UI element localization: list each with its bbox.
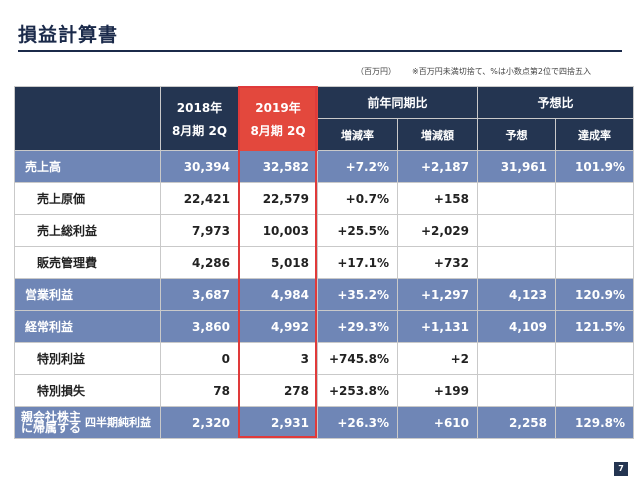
page-title: 損益計算書	[18, 24, 119, 46]
table-row: 営業利益 3,687 4,984 +35.2% +1,297 4,123 120…	[14, 278, 634, 311]
cell-forecast: 2,258	[477, 406, 556, 439]
cell-2019: 2,931	[238, 406, 318, 439]
cell-yoy-amount: +199	[397, 374, 478, 407]
cell-yoy-rate: +253.8%	[317, 374, 398, 407]
cell-achievement	[555, 374, 634, 407]
income-statement-table: 2018年 8月期 2Q 2019年 8月期 2Q 前年同期比 予想比 増減率 …	[14, 86, 634, 439]
cell-yoy-amount: +158	[397, 182, 478, 215]
cell-achievement: 101.9%	[555, 150, 634, 183]
row-label: 売上原価	[14, 182, 161, 215]
cell-2018: 4,286	[160, 246, 239, 279]
title-underline	[18, 50, 622, 52]
row-label: 特別損失	[14, 374, 161, 407]
table-row: 販売管理費 4,286 5,018 +17.1% +732	[14, 246, 634, 279]
cell-yoy-amount: +610	[397, 406, 478, 439]
cell-achievement	[555, 246, 634, 279]
header-forecast: 予想	[477, 118, 556, 151]
page-number: 7	[614, 462, 628, 476]
table-row: 特別損失 78 278 +253.8% +199	[14, 374, 634, 407]
cell-forecast: 4,123	[477, 278, 556, 311]
cell-achievement: 120.9%	[555, 278, 634, 311]
row-label: 経常利益	[14, 310, 161, 343]
cell-2019: 32,582	[238, 150, 318, 183]
cell-2019: 22,579	[238, 182, 318, 215]
row-label-prefix: 親会社株主 に帰属する	[21, 409, 82, 435]
cell-2018: 7,973	[160, 214, 239, 247]
header-forecast-group: 予想比	[477, 86, 634, 119]
cell-yoy-amount: +2	[397, 342, 478, 375]
cell-forecast	[477, 246, 556, 279]
row-label: 売上高	[14, 150, 161, 183]
table-row: 特別利益 0 3 +745.8% +2	[14, 342, 634, 375]
cell-forecast	[477, 182, 556, 215]
cell-yoy-amount: +1,131	[397, 310, 478, 343]
cell-2018: 30,394	[160, 150, 239, 183]
cell-2019: 3	[238, 342, 318, 375]
header-yoy-amount: 増減額	[397, 118, 478, 151]
cell-2018: 2,320	[160, 406, 239, 439]
cell-achievement	[555, 342, 634, 375]
row-label: 販売管理費	[14, 246, 161, 279]
cell-2019: 4,984	[238, 278, 318, 311]
cell-2019: 278	[238, 374, 318, 407]
cell-yoy-rate: +0.7%	[317, 182, 398, 215]
table-row: 売上原価 22,421 22,579 +0.7% +158	[14, 182, 634, 215]
table-row: 売上総利益 7,973 10,003 +25.5% +2,029	[14, 214, 634, 247]
cell-2019: 5,018	[238, 246, 318, 279]
cell-achievement: 129.8%	[555, 406, 634, 439]
unit-note: （百万円）	[356, 67, 396, 76]
cell-yoy-rate: +26.3%	[317, 406, 398, 439]
cell-forecast: 31,961	[477, 150, 556, 183]
cell-2019: 4,992	[238, 310, 318, 343]
table-header-row-2: 増減率 増減額 予想 達成率	[15, 118, 634, 151]
cell-forecast	[477, 342, 556, 375]
cell-yoy-amount: +2,029	[397, 214, 478, 247]
cell-forecast: 4,109	[477, 310, 556, 343]
row-label-main: 四半期純利益	[85, 416, 152, 429]
cell-2018: 3,860	[160, 310, 239, 343]
cell-yoy-rate: +745.8%	[317, 342, 398, 375]
cell-yoy-amount: +732	[397, 246, 478, 279]
cell-yoy-rate: +25.5%	[317, 214, 398, 247]
header-yoy-rate: 増減率	[317, 118, 398, 151]
cell-yoy-rate: +35.2%	[317, 278, 398, 311]
header-achievement: 達成率	[555, 118, 634, 151]
cell-2018: 22,421	[160, 182, 239, 215]
cell-yoy-rate: +17.1%	[317, 246, 398, 279]
cell-2019: 10,003	[238, 214, 318, 247]
row-label: 営業利益	[14, 278, 161, 311]
header-2018: 2018年 8月期 2Q	[160, 86, 239, 151]
cell-achievement	[555, 214, 634, 247]
table-row: 売上高 30,394 32,582 +7.2% +2,187 31,961 10…	[14, 150, 634, 183]
table-row: 経常利益 3,860 4,992 +29.3% +1,131 4,109 121…	[14, 310, 634, 343]
cell-yoy-amount: +2,187	[397, 150, 478, 183]
header-yoy-group: 前年同期比	[317, 86, 478, 119]
row-label: 特別利益	[14, 342, 161, 375]
cell-forecast	[477, 214, 556, 247]
cell-2018: 3,687	[160, 278, 239, 311]
cell-yoy-rate: +29.3%	[317, 310, 398, 343]
cell-achievement: 121.5%	[555, 310, 634, 343]
cell-2018: 78	[160, 374, 239, 407]
header-2019: 2019年 8月期 2Q	[238, 86, 318, 151]
table-row: 親会社株主 に帰属する 四半期純利益 2,320 2,931 +26.3% +6…	[14, 406, 634, 439]
cell-yoy-amount: +1,297	[397, 278, 478, 311]
rounding-footnote: ※百万円未満切捨て、%は小数点第2位で四捨五入	[412, 67, 591, 76]
cell-achievement	[555, 182, 634, 215]
cell-2018: 0	[160, 342, 239, 375]
cell-yoy-rate: +7.2%	[317, 150, 398, 183]
header-empty-cell	[14, 86, 161, 151]
row-label: 親会社株主 に帰属する 四半期純利益	[14, 406, 161, 439]
row-label: 売上総利益	[14, 214, 161, 247]
table-header-row-1: 2018年 8月期 2Q 2019年 8月期 2Q 前年同期比 予想比	[14, 86, 634, 151]
cell-forecast	[477, 374, 556, 407]
